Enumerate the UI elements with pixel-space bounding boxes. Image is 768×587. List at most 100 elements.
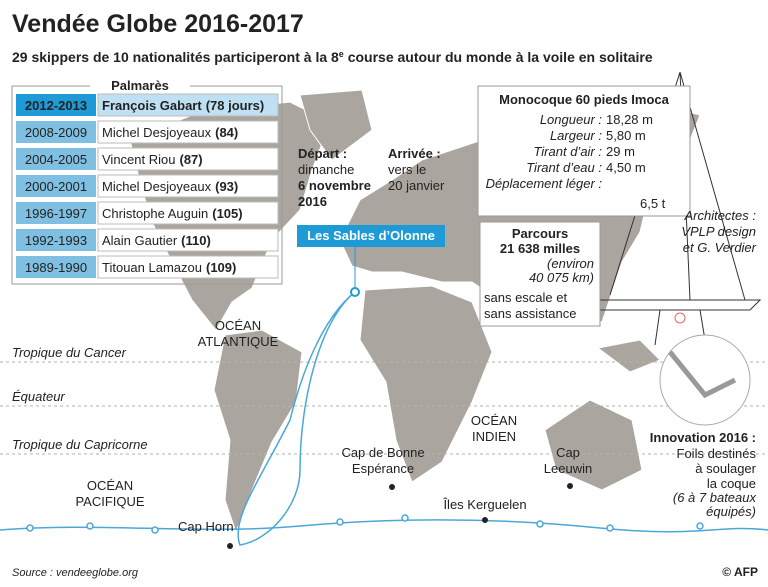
winner-name: Michel Desjoyeaux <box>102 179 212 194</box>
winner-name: Christophe Auguin <box>102 206 208 221</box>
year-cell <box>16 229 96 251</box>
ocean-label: ATLANTIQUE <box>198 334 279 349</box>
name-cell <box>97 228 279 252</box>
year-cell <box>16 175 96 197</box>
name-cell <box>97 93 279 117</box>
innovation-line: à soulager <box>695 461 756 476</box>
ocean-label: OCÉAN <box>87 478 133 493</box>
route-line <box>237 291 356 546</box>
place-dots <box>227 483 573 549</box>
port-badge <box>297 225 445 247</box>
spec-label: Tirant d’air : <box>533 144 602 159</box>
winner-detail: (93) <box>215 179 238 194</box>
spec-value: 18,28 m <box>606 112 653 127</box>
spec-value: 29 m <box>606 144 635 159</box>
port-name: Les Sables d’Olonne <box>307 228 435 243</box>
depart-label: Départ : <box>298 146 347 161</box>
winner-detail: (110) <box>181 233 211 248</box>
winner-name: François Gabart <box>102 98 202 113</box>
arrivee-line: 20 janvier <box>388 178 445 193</box>
parcours-note: sans escale et <box>484 290 567 305</box>
specs-box <box>477 85 691 217</box>
year: 2008-2009 <box>25 125 87 140</box>
place-label: Cap Horn <box>178 519 234 534</box>
spec-label: Longueur : <box>540 112 603 127</box>
map-labels: OCÉANATLANTIQUEOCÉANINDIENOCÉANPACIFIQUE… <box>12 318 592 534</box>
winner-detail: (105) <box>212 206 242 221</box>
palmares-title-bg <box>90 78 190 94</box>
palmares-rows: 2012-2013 François Gabart (78 jours) 2008-2… <box>16 93 279 279</box>
depart-line: 6 novembre <box>298 178 371 193</box>
innovation-line: Foils destinés <box>677 446 757 461</box>
winner-detail: (84) <box>215 125 238 140</box>
innovation-line: la coque <box>707 476 756 491</box>
spec-value: 6,5 t <box>640 196 666 211</box>
innovation-note: équipés) <box>706 504 756 519</box>
winner-detail: (87) <box>179 152 202 167</box>
winner-name: Alain Gautier <box>102 233 178 248</box>
subtitle-part: course autour du monde à la voile en sol… <box>344 49 653 65</box>
winner-detail: (109) <box>206 260 236 275</box>
subtitle-sup: e <box>339 49 344 59</box>
architects-line: Architectes : <box>683 208 756 223</box>
route-markers <box>26 514 704 534</box>
name-cell <box>97 255 279 279</box>
place-label: Cap <box>556 445 580 460</box>
subtitle-part: 29 skippers de 10 nationalités participe… <box>12 49 339 65</box>
winner-name: Vincent Riou <box>102 152 175 167</box>
winner-name: Michel Desjoyeaux <box>102 125 212 140</box>
innovation-title: Innovation 2016 : <box>650 430 756 445</box>
parcours-approx: 40 075 km) <box>529 270 594 285</box>
name-cell <box>97 120 279 144</box>
spec-label: Tirant d’eau : <box>526 160 602 175</box>
place-label: Espérance <box>352 461 414 476</box>
spec-label: Déplacement léger : <box>486 176 603 191</box>
year: 2012-2013 <box>25 98 87 113</box>
foil-marker <box>674 312 686 324</box>
architects-line: et G. Verdier <box>683 240 757 255</box>
year: 1992-1993 <box>25 233 87 248</box>
specs-title: Monocoque 60 pieds Imoca <box>499 92 670 107</box>
start-marker <box>350 287 360 297</box>
spec-value: 4,50 m <box>606 160 646 175</box>
name-cell <box>97 174 279 198</box>
equator-label: Équateur <box>12 389 65 404</box>
route-line <box>0 519 768 533</box>
year: 2004-2005 <box>25 152 87 167</box>
year-cell <box>16 202 96 224</box>
specs-rows: Longueur :18,28 m Largeur : 5,80 m Tirant d… <box>486 112 666 211</box>
place-label: Leeuwin <box>544 461 592 476</box>
winner: Vincent Riou (87) <box>102 152 203 167</box>
winner: Alain Gautier (110) <box>102 233 211 248</box>
title: Vendée Globe 2016-2017 <box>12 10 304 38</box>
arrivee-label: Arrivée : <box>388 146 441 161</box>
year: 1996-1997 <box>25 206 87 221</box>
ocean-label: OCÉAN <box>471 413 517 428</box>
winner: Michel Desjoyeaux (84) <box>102 125 238 140</box>
winner-name: Titouan Lamazou <box>102 260 202 275</box>
foil-drawing <box>668 350 737 399</box>
year: 2000-2001 <box>25 179 87 194</box>
parcours-box <box>479 221 601 327</box>
parcours-distance: 21 638 milles <box>500 241 580 256</box>
name-cell <box>97 147 279 171</box>
ocean-label: OCÉAN <box>215 318 261 333</box>
architects-line: VPLP design <box>681 224 756 239</box>
winner: Michel Desjoyeaux (93) <box>102 179 238 194</box>
depart-line: 2016 <box>298 194 327 209</box>
arrivee-line: vers le <box>388 162 426 177</box>
spec-label: Largeur : <box>550 128 602 143</box>
ocean-label: INDIEN <box>472 429 516 444</box>
tropic-label: Tropique du Capricorne <box>12 437 148 452</box>
foil-zoom <box>659 334 751 426</box>
innovation-note: (6 à 7 bateaux <box>673 490 757 505</box>
year-cell <box>16 256 96 278</box>
year: 1989-1990 <box>25 260 87 275</box>
subtitle: 29 skippers de 10 nationalités participe… <box>12 49 653 65</box>
parcours-approx: (environ <box>547 256 594 271</box>
